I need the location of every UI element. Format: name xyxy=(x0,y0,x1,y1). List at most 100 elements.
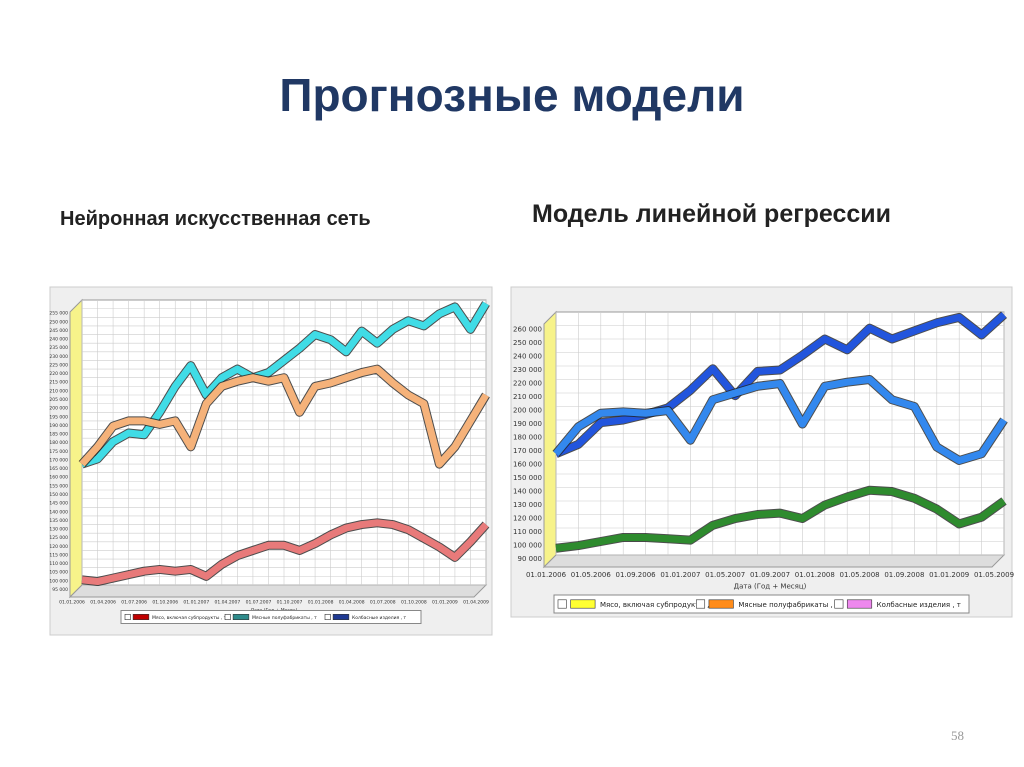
y-tick-label: 145 000 xyxy=(49,501,68,507)
legend-label: Мясо, включая субпродукты , т xyxy=(152,615,227,621)
x-tick-label: 01.10.2007 xyxy=(277,599,303,605)
series-line xyxy=(81,519,489,586)
x-tick-label: 01.05.2006 xyxy=(571,571,612,579)
series-line xyxy=(554,312,1007,457)
x-tick-label: 01.04.2008 xyxy=(339,599,365,605)
y-tick-label: 95 000 xyxy=(52,587,68,593)
y-tick-label: 125 000 xyxy=(49,535,68,541)
y-tick-label: 165 000 xyxy=(49,466,68,472)
y-tick-label: 200 000 xyxy=(513,407,542,415)
y-tick-label: 120 000 xyxy=(513,515,542,523)
y-tick-label: 245 000 xyxy=(49,328,68,334)
y-tick-label: 185 000 xyxy=(49,432,68,438)
x-tick-label: 01.05.2007 xyxy=(705,571,745,579)
x-tick-label: 01.01.2008 xyxy=(795,571,835,579)
axis-floor xyxy=(68,584,488,598)
legend-swatch xyxy=(232,613,250,620)
y-tick-label: 110 000 xyxy=(49,561,68,567)
y-tick-label: 210 000 xyxy=(513,393,542,401)
y-tick-label: 100 000 xyxy=(513,542,542,550)
y-tick-label: 170 000 xyxy=(513,447,542,455)
x-tick-label: 01.05.2008 xyxy=(840,571,880,579)
y-tick-label: 135 000 xyxy=(49,518,68,524)
x-tick-label: 01.04.2007 xyxy=(215,599,241,605)
slide-title: Прогнозные модели xyxy=(279,69,745,121)
series-line xyxy=(80,301,490,468)
y-tick-label: 230 000 xyxy=(513,366,542,374)
legend-label: Мясо, включая субпродукты , т xyxy=(600,601,716,609)
legend-swatch xyxy=(846,599,873,609)
legend-checkbox xyxy=(834,599,844,609)
y-tick-label: 220 000 xyxy=(49,371,68,377)
y-tick-label: 250 000 xyxy=(513,339,542,347)
y-tick-label: 170 000 xyxy=(49,457,68,463)
y-tick-label: 220 000 xyxy=(513,380,542,388)
y-tick-label: 150 000 xyxy=(513,474,542,482)
y-tick-label: 90 000 xyxy=(518,555,543,563)
y-tick-label: 180 000 xyxy=(49,440,68,446)
x-tick-label: 01.05.2009 xyxy=(974,571,1014,579)
x-tick-label: 01.10.2008 xyxy=(401,599,427,605)
x-tick-label: 01.01.2006 xyxy=(526,571,567,579)
y-tick-label: 190 000 xyxy=(513,420,542,428)
legend-swatch xyxy=(332,613,350,620)
y-tick-label: 100 000 xyxy=(49,578,68,584)
y-tick-label: 120 000 xyxy=(49,544,68,550)
y-tick-label: 130 000 xyxy=(513,501,542,509)
legend-label: Колбасные изделия , т xyxy=(877,601,961,609)
axis-wall xyxy=(69,298,83,599)
y-tick-label: 195 000 xyxy=(49,414,68,420)
x-tick-label: 01.09.2006 xyxy=(616,571,657,579)
x-axis-label: Дата (Год + Месяц) xyxy=(734,583,807,591)
x-tick-label: 01.01.2006 xyxy=(59,599,85,605)
y-tick-label: 110 000 xyxy=(513,528,542,536)
series-line xyxy=(555,486,1007,552)
y-tick-label: 155 000 xyxy=(49,483,68,489)
legend-swatch xyxy=(708,599,734,609)
y-tick-label: 180 000 xyxy=(513,434,542,442)
x-tick-label: 01.01.2009 xyxy=(432,599,458,605)
y-tick-label: 215 000 xyxy=(49,380,68,386)
y-tick-label: 240 000 xyxy=(49,337,68,343)
x-tick-label: 01.07.2008 xyxy=(370,599,396,605)
legend-label: Мясные полуфабрикаты , т xyxy=(738,601,839,609)
x-tick-label: 01.10.2006 xyxy=(152,599,178,605)
y-tick-label: 150 000 xyxy=(49,492,68,498)
y-tick-label: 175 000 xyxy=(49,449,68,455)
y-tick-label: 140 000 xyxy=(49,509,68,515)
legend-checkbox xyxy=(557,599,567,609)
series-line xyxy=(553,376,1007,464)
legend-checkbox xyxy=(224,613,231,620)
x-tick-label: 01.09.2008 xyxy=(884,571,924,579)
y-tick-label: 140 000 xyxy=(513,488,542,496)
y-tick-label: 260 000 xyxy=(513,326,542,334)
legend-checkbox xyxy=(324,613,331,620)
y-tick-label: 200 000 xyxy=(49,406,68,412)
y-tick-label: 205 000 xyxy=(49,397,68,403)
x-tick-label: 01.01.2008 xyxy=(308,599,334,605)
x-tick-label: 01.09.2007 xyxy=(750,571,790,579)
series-line xyxy=(79,365,490,468)
axis-floor xyxy=(542,554,1006,568)
legend-swatch xyxy=(132,613,150,620)
y-tick-label: 240 000 xyxy=(513,353,542,361)
legend-swatch xyxy=(570,599,596,609)
y-tick-label: 105 000 xyxy=(49,570,68,576)
x-tick-label: 01.07.2006 xyxy=(121,599,147,605)
y-tick-label: 160 000 xyxy=(513,461,542,469)
y-tick-label: 255 000 xyxy=(49,311,68,317)
x-tick-label: 01.07.2007 xyxy=(246,599,272,605)
x-tick-label: 01.01.2009 xyxy=(929,571,969,579)
y-tick-label: 130 000 xyxy=(49,527,68,533)
y-tick-label: 250 000 xyxy=(49,319,68,325)
x-tick-label: 01.04.2006 xyxy=(90,599,116,605)
axis-wall xyxy=(543,310,557,569)
left-caption: Нейронная искусственная сеть xyxy=(60,208,371,230)
x-tick-label: 01.01.2007 xyxy=(660,571,700,579)
y-tick-label: 235 000 xyxy=(49,345,68,351)
right-caption: Модель линейной регрессии xyxy=(532,200,892,228)
x-tick-label: 01.04.2009 xyxy=(463,599,489,605)
legend-box xyxy=(120,610,422,624)
